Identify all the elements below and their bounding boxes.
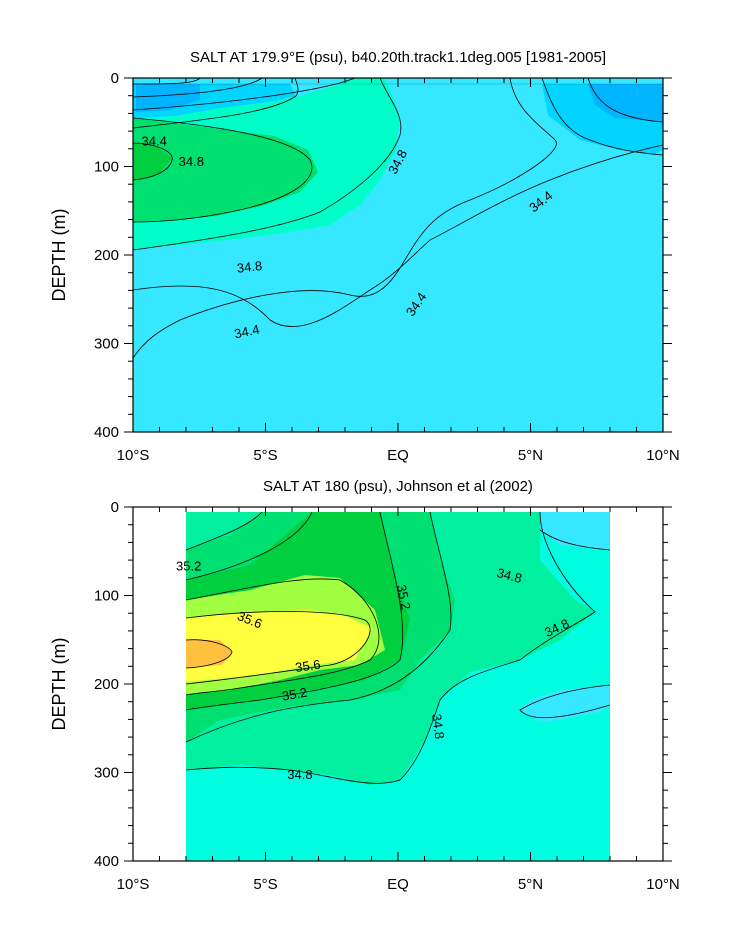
x-tick-label: 10°N bbox=[646, 876, 680, 893]
panel-2-plot-area bbox=[185, 511, 611, 861]
contour-label: 34.4 bbox=[233, 322, 261, 342]
contour-label: 35.6 bbox=[294, 657, 321, 675]
panel-2-ylabel: DEPTH (m) bbox=[49, 638, 69, 731]
contour-label-text: 34.8 bbox=[429, 713, 447, 740]
contour-label-text: 34.4 bbox=[142, 134, 167, 149]
panel-2-contour-lines bbox=[185, 511, 611, 784]
panel-1-plot-area bbox=[133, 78, 663, 432]
panel-2-ticks: 10°S 5°S EQ 5°N 10°N 0 100 200 300 400 bbox=[94, 499, 680, 893]
panel-observed: SALT AT 180 (psu), Johnson et al (2002) bbox=[49, 478, 680, 893]
y-tick-label: 100 bbox=[94, 159, 119, 176]
panel-1-region-356 bbox=[133, 143, 172, 180]
contour-label-text: 34.4 bbox=[233, 322, 261, 342]
contour-label: 35.2 bbox=[176, 558, 201, 573]
panel-1-contour-lines bbox=[133, 78, 663, 359]
panel-2-region-344-right bbox=[540, 512, 610, 550]
panel-2-region-344-low bbox=[520, 685, 610, 722]
contour-label-text: 35.2 bbox=[394, 583, 414, 611]
contour-label: 34.8 bbox=[429, 713, 447, 740]
panel-1-region-deep bbox=[133, 150, 663, 432]
panel-1-region-336-right bbox=[588, 84, 663, 122]
y-tick-label: 0 bbox=[111, 70, 119, 87]
contour-label-text: 35.6 bbox=[294, 657, 321, 675]
y-tick-label: 200 bbox=[94, 676, 119, 693]
contour-label-text: 34.8 bbox=[179, 154, 204, 169]
x-tick-label: 10°S bbox=[117, 876, 150, 893]
x-tick-label: EQ bbox=[387, 876, 409, 893]
y-tick-label: 400 bbox=[94, 424, 119, 441]
contour-label: 35.2 bbox=[394, 583, 414, 611]
panel-1-ylabel: DEPTH (m) bbox=[49, 209, 69, 302]
panel-1-region-336-left bbox=[136, 84, 200, 112]
panel-2-title: SALT AT 180 (psu), Johnson et al (2002) bbox=[263, 478, 533, 495]
contour-label: 34.8 bbox=[287, 767, 312, 782]
panel-1-region-352 bbox=[133, 118, 318, 222]
contour-label-text: 34.8 bbox=[495, 565, 523, 586]
y-tick-label: 0 bbox=[111, 499, 119, 516]
x-tick-label: 5°N bbox=[518, 876, 543, 893]
contour-label: 34.4 bbox=[142, 134, 167, 149]
x-tick-label: 5°S bbox=[253, 447, 277, 464]
y-tick-label: 100 bbox=[94, 588, 119, 605]
y-tick-label: 200 bbox=[94, 247, 119, 264]
contour-label: 34.8 bbox=[236, 258, 263, 276]
contour-label: 34.8 bbox=[495, 565, 523, 586]
panel-2-contour-labels: 35.235.635.234.834.835.635.234.834.8 bbox=[176, 558, 571, 782]
x-tick-label: EQ bbox=[387, 447, 409, 464]
x-tick-label: 10°N bbox=[646, 447, 680, 464]
panel-1-title: SALT AT 179.9°E (psu), b40.20th.track1.1… bbox=[190, 49, 606, 66]
x-tick-label: 5°S bbox=[253, 876, 277, 893]
panel-model: SALT AT 179.9°E (psu), b40.20th.track1.1… bbox=[49, 49, 680, 464]
x-tick-label: 10°S bbox=[117, 447, 150, 464]
y-tick-label: 300 bbox=[94, 765, 119, 782]
y-tick-label: 300 bbox=[94, 336, 119, 353]
contour-label-text: 34.8 bbox=[287, 767, 312, 782]
panel-1-ticks: 10°S 5°S EQ 5°N 10°N 0 100 200 300 400 bbox=[94, 70, 680, 464]
contour-label: 34.8 bbox=[179, 154, 204, 169]
contour-label: 35.2 bbox=[281, 685, 309, 704]
contour-label-text: 35.2 bbox=[281, 685, 309, 704]
contour-label-text: 34.8 bbox=[236, 258, 263, 276]
contour-label-text: 35.2 bbox=[176, 558, 201, 573]
x-tick-label: 5°N bbox=[518, 447, 543, 464]
y-tick-label: 400 bbox=[94, 853, 119, 870]
panel-2-region-364 bbox=[186, 610, 372, 682]
